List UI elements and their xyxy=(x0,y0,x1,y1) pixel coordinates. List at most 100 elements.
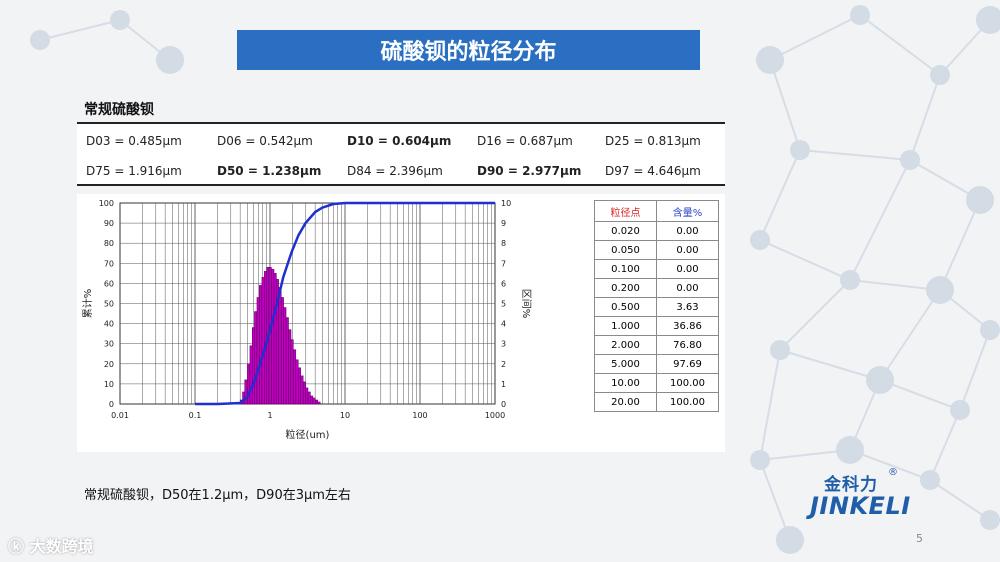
table-cell-size: 0.020 xyxy=(594,221,657,241)
network-link xyxy=(859,14,941,76)
y-tick-label: 10 xyxy=(104,380,114,389)
histogram-bar xyxy=(293,349,297,405)
network-link xyxy=(799,149,911,161)
stat-d90: D90 = 2.977μm xyxy=(477,164,582,178)
network-node xyxy=(976,6,1000,34)
stat-d50: D50 = 1.238μm xyxy=(217,164,322,178)
network-node xyxy=(836,436,864,464)
histogram-bar xyxy=(254,311,258,405)
y2-tick-label: 9 xyxy=(501,219,506,228)
registered-mark: ® xyxy=(888,467,898,478)
histogram-bar xyxy=(315,399,318,405)
table-row: 0.020 0.00 xyxy=(594,221,719,241)
histogram-bar xyxy=(278,287,282,405)
y-tick-label: 60 xyxy=(104,279,114,288)
histogram-bar xyxy=(288,329,292,405)
y2-tick-label: 7 xyxy=(501,259,506,268)
y2-tick-label: 5 xyxy=(501,300,506,309)
network-node xyxy=(866,366,894,394)
histogram-bar xyxy=(261,277,265,405)
particle-content-table: 粒径点 含量% 0.020 0.00 0.050 0.00 0.100 0.00 0.200… xyxy=(594,200,719,412)
table-cell-size: 20.00 xyxy=(594,392,657,412)
table-row: 0.500 3.63 xyxy=(594,297,719,317)
table-cell-size: 5.000 xyxy=(594,354,657,374)
stat-d06: D06 = 0.542μm xyxy=(217,134,313,148)
network-link xyxy=(879,289,941,381)
table-row: 0.050 0.00 xyxy=(594,240,719,260)
section-label: 常规硫酸钡 xyxy=(84,102,154,118)
stat-d10: D10 = 0.604μm xyxy=(347,134,452,148)
watermark: ⓚ 大数跨境 xyxy=(8,533,94,557)
network-link xyxy=(769,59,801,151)
table-cell-size: 0.200 xyxy=(594,278,657,298)
network-node xyxy=(750,450,770,470)
y-tick-label: 40 xyxy=(104,320,114,329)
y-tick-label: 90 xyxy=(104,219,114,228)
y-axis-label: 累计% xyxy=(81,289,94,319)
y2-tick-label: 6 xyxy=(501,279,506,288)
histogram-bar xyxy=(312,397,316,405)
table-cell-size: 0.100 xyxy=(594,259,657,279)
logo-english-name: JINKELI xyxy=(810,492,911,520)
network-link xyxy=(759,239,851,281)
y2-tick-label: 8 xyxy=(501,239,506,248)
network-link xyxy=(929,409,961,481)
cumulative-line xyxy=(195,201,495,406)
y-tick-label: 20 xyxy=(104,360,114,369)
histogram-bar xyxy=(295,359,299,405)
x-tick-label: 10 xyxy=(340,411,350,420)
network-link xyxy=(959,329,991,411)
histogram-bar xyxy=(317,401,321,405)
stat-d75: D75 = 1.916μm xyxy=(86,164,182,178)
network-node xyxy=(156,46,184,74)
y-tick-label: 80 xyxy=(104,239,114,248)
histogram-bar xyxy=(256,297,260,405)
table-cell-content: 0.00 xyxy=(656,278,719,298)
y-tick-label: 30 xyxy=(104,340,114,349)
table-cell-size: 0.050 xyxy=(594,240,657,260)
network-node xyxy=(966,186,994,214)
table-row: 5.000 97.69 xyxy=(594,354,719,374)
histogram-bar xyxy=(310,395,314,405)
network-link xyxy=(849,279,941,291)
network-node xyxy=(790,140,810,160)
y-tick-label: 0 xyxy=(109,400,114,409)
network-node xyxy=(980,320,1000,340)
network-node xyxy=(776,526,804,554)
y2-tick-label: 2 xyxy=(501,360,506,369)
network-link xyxy=(909,74,941,161)
table-row: 10.00 100.00 xyxy=(594,373,719,393)
table-row: 1.000 36.86 xyxy=(594,316,719,336)
y-tick-label: 50 xyxy=(104,300,114,309)
table-row: 2.000 76.80 xyxy=(594,335,719,355)
y2-tick-label: 10 xyxy=(501,199,511,208)
histogram-bar xyxy=(280,297,284,405)
histogram-bar xyxy=(302,381,306,405)
histogram-bar xyxy=(297,367,301,405)
histogram-bar xyxy=(290,339,294,405)
network-link xyxy=(779,349,881,381)
page-number: 5 xyxy=(916,532,923,545)
network-link xyxy=(939,199,981,291)
table-row: 0.200 0.00 xyxy=(594,278,719,298)
table-cell-content: 76.80 xyxy=(656,335,719,355)
network-link xyxy=(759,459,791,541)
histogram-bar xyxy=(305,387,309,405)
network-node xyxy=(756,46,784,74)
network-node xyxy=(926,276,954,304)
histogram-bar xyxy=(283,307,287,405)
network-node xyxy=(840,270,860,290)
network-link xyxy=(759,449,851,461)
network-node xyxy=(770,340,790,360)
network-link xyxy=(879,379,961,411)
table-cell-content: 36.86 xyxy=(656,316,719,336)
network-link xyxy=(769,14,861,61)
table-cell-size: 2.000 xyxy=(594,335,657,355)
x-tick-label: 1 xyxy=(267,411,272,420)
histogram-bar xyxy=(300,375,304,405)
stat-d03: D03 = 0.485μm xyxy=(86,134,182,148)
histogram-bar xyxy=(307,391,311,405)
network-node xyxy=(920,470,940,490)
x-tick-label: 0.01 xyxy=(111,411,129,420)
